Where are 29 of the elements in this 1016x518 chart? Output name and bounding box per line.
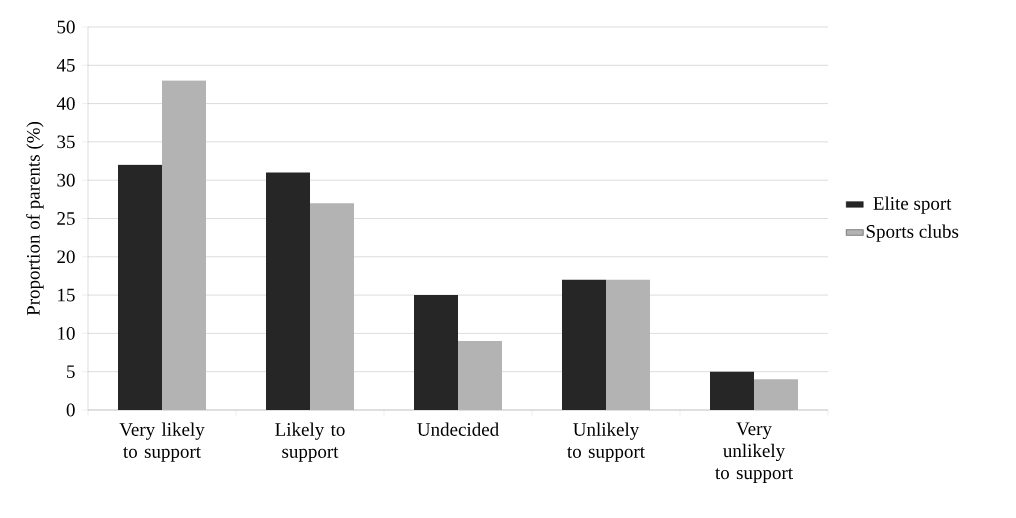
bar [310,203,355,410]
y-tick-label: 45 [56,58,75,72]
bar [710,371,755,410]
bar [754,379,798,410]
legend-label: Elite sport [873,196,952,214]
x-tick-label: Unlikely to support [567,422,645,462]
x-tick-label: Undecided [417,422,499,436]
y-tick-label: 0 [66,403,75,417]
bar [266,172,311,410]
y-tick-label: 15 [58,288,75,302]
y-tick-label: 25 [57,212,75,225]
y-tick-label: 5 [67,365,75,378]
y-tick-label: 10 [58,326,75,340]
y-tick-label: 20 [57,250,75,264]
y-tick-label: 30 [57,173,75,187]
x-tick-label: Very unlikely to support [715,422,793,483]
bar [606,279,651,410]
bar [458,341,503,410]
bar [118,164,163,410]
bar [414,295,459,410]
bar [562,279,607,410]
x-tick-label: Likely to support [275,422,345,462]
y-axis-title: Proportion of parents (%) [26,121,44,316]
y-tick-label: 35 [57,135,75,149]
y-tick-label: 50 [57,20,75,34]
bar [162,80,207,410]
legend-label: Sports clubs [866,224,959,242]
y-tick-label: 40 [56,97,75,111]
x-tick-label: Very likely to support [119,422,205,462]
